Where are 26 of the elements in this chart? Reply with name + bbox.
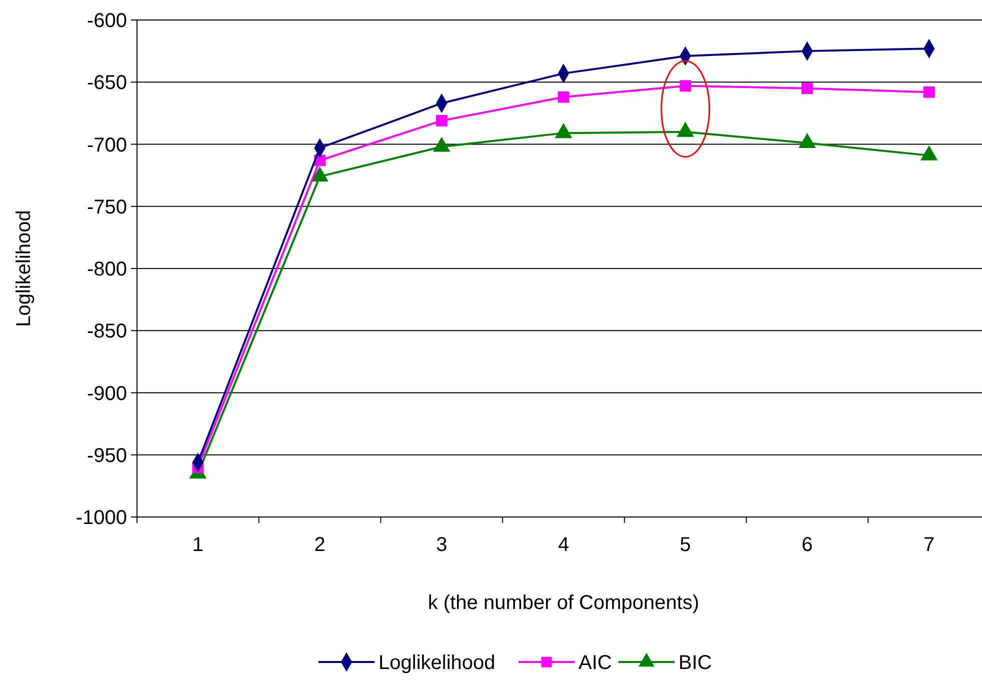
y-tick-label: -1000 <box>76 507 127 529</box>
point <box>923 86 935 98</box>
y-tick-label: -950 <box>86 444 127 467</box>
y-tick-label: -750 <box>86 196 127 218</box>
x-tick-label: 7 <box>924 534 935 556</box>
legend-label: BIC <box>678 652 712 674</box>
y-tick-label: -800 <box>86 258 127 280</box>
x-tick-label: 5 <box>680 534 691 556</box>
y-tick-label: -700 <box>86 134 127 156</box>
point <box>802 82 813 94</box>
y-tick-label: -600 <box>86 10 127 32</box>
y-tick-label: -900 <box>86 382 127 405</box>
x-axis-title: k (the number of Components) <box>428 592 700 614</box>
point <box>436 114 448 126</box>
legend-label: AIC <box>578 652 612 674</box>
legend-label: Loglikelihood <box>378 652 496 674</box>
x-tick-label: 2 <box>314 534 326 556</box>
x-tick-label: 4 <box>558 534 570 556</box>
point <box>558 91 570 103</box>
y-tick-label: -850 <box>86 320 127 343</box>
y-axis-title: Loglikelihood <box>13 210 35 327</box>
x-tick-label: 6 <box>802 534 813 556</box>
y-tick-label: -650 <box>86 72 127 94</box>
x-tick-label: 3 <box>436 534 448 556</box>
point <box>680 80 692 92</box>
x-tick-label: 1 <box>192 534 204 556</box>
